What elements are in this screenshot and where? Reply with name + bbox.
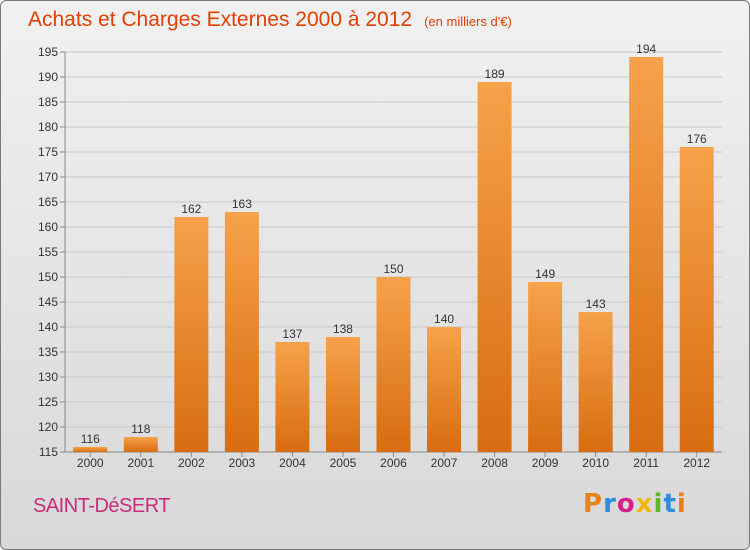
x-tick-label: 2010	[582, 456, 609, 470]
bar	[376, 277, 411, 452]
bar-value-label: 149	[535, 267, 555, 281]
brand-letter: r	[603, 489, 617, 519]
commune-name: SAINT-DéSERT	[33, 495, 171, 517]
bar-value-label: 116	[81, 432, 100, 446]
bar	[427, 327, 462, 452]
brand-letter: i	[676, 489, 687, 519]
bar	[224, 212, 259, 452]
y-tick-label: 175	[38, 145, 58, 159]
brand-letter: x	[635, 489, 654, 519]
y-tick-label: 130	[38, 370, 58, 384]
y-tick-label: 160	[38, 220, 58, 234]
y-tick-label: 190	[38, 70, 58, 84]
bar	[275, 342, 310, 452]
bar	[174, 217, 209, 452]
y-tick-label: 185	[38, 95, 58, 109]
y-tick-label: 165	[38, 195, 58, 209]
y-tick-label: 170	[38, 170, 58, 184]
bar	[477, 82, 512, 452]
x-tick-label: 2000	[77, 456, 104, 470]
proxiti-logo[interactable]: Proxiti	[583, 489, 687, 519]
x-tick-label: 2004	[279, 456, 306, 470]
x-tick-label: 2007	[431, 456, 458, 470]
bar	[578, 312, 613, 452]
y-tick-label: 120	[38, 420, 58, 434]
bar	[528, 282, 563, 452]
y-tick-label: 195	[38, 45, 58, 59]
y-tick-label: 140	[38, 320, 58, 334]
bar	[629, 57, 664, 452]
x-tick-label: 2002	[178, 456, 205, 470]
y-tick-label: 155	[38, 245, 58, 259]
x-tick-label: 2001	[127, 456, 154, 470]
x-tick-label: 2008	[481, 456, 508, 470]
x-tick-label: 2012	[683, 456, 710, 470]
brand-letter: P	[583, 489, 604, 519]
brand-letter: t	[663, 489, 677, 519]
x-tick-label: 2011	[633, 456, 659, 470]
bar-value-label: 138	[333, 322, 353, 336]
bar-value-label: 163	[232, 197, 252, 211]
x-tick-label: 2009	[532, 456, 559, 470]
x-tick-label: 2006	[380, 456, 407, 470]
bar	[679, 147, 714, 452]
bar-value-label: 143	[586, 297, 606, 311]
bar-value-label: 137	[282, 327, 302, 341]
bar-value-label: 140	[434, 312, 454, 326]
x-tick-label: 2005	[330, 456, 357, 470]
chart-title: Achats et Charges Externes 2000 à 2012 (e…	[28, 8, 512, 32]
bar	[325, 337, 360, 452]
chart-title-text: Achats et Charges Externes 2000 à 2012	[28, 8, 413, 31]
bar-value-label: 176	[687, 132, 707, 146]
y-tick-label: 135	[38, 345, 58, 359]
bar-value-label: 150	[383, 262, 403, 276]
brand-letter: o	[616, 489, 636, 519]
bar-value-label: 118	[131, 422, 150, 436]
bar	[123, 437, 158, 452]
bar-value-label: 189	[485, 67, 505, 81]
chart-unit: (en milliers d'€)	[424, 14, 512, 29]
brand-letter: i	[653, 489, 664, 519]
y-tick-label: 180	[38, 120, 58, 134]
y-tick-label: 125	[38, 395, 58, 409]
bar	[73, 447, 108, 452]
bar-value-label: 194	[636, 42, 656, 56]
x-tick-label: 2003	[229, 456, 256, 470]
y-tick-label: 150	[38, 270, 58, 284]
y-tick-label: 145	[38, 295, 58, 309]
y-tick-label: 115	[39, 445, 58, 459]
bar-value-label: 162	[181, 202, 201, 216]
